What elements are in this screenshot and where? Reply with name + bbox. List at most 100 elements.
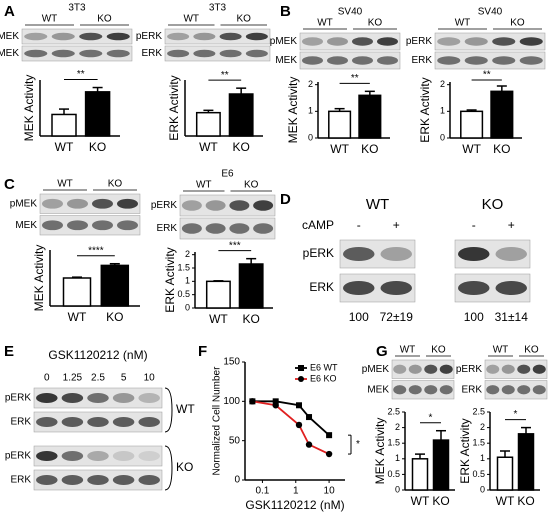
row-label: MEK — [367, 384, 389, 395]
blot-band — [138, 451, 160, 461]
bar — [238, 263, 264, 309]
lane-label: WT — [455, 18, 471, 29]
blot-band — [36, 393, 58, 403]
row-label: pERK — [5, 393, 31, 404]
blot-band — [437, 37, 461, 46]
y-axis-label: ERK Activity — [163, 247, 177, 312]
x-tick-label: 1 — [293, 486, 299, 497]
lane-label: KO — [368, 18, 383, 29]
y-axis-label: MEK Activity — [373, 418, 387, 485]
blot-band — [138, 393, 160, 403]
bar — [62, 277, 92, 307]
blot-band — [492, 56, 516, 65]
blot-band — [245, 49, 268, 58]
blot-band — [501, 364, 515, 374]
marker — [295, 402, 302, 409]
blot-band — [51, 32, 75, 41]
bar — [432, 439, 450, 491]
blot-band — [61, 475, 84, 485]
y-tick-label: 2 — [480, 422, 485, 432]
blot-band — [112, 475, 135, 485]
blot-band — [219, 49, 242, 58]
blot-band — [253, 223, 274, 234]
x-tick-label: WT — [496, 494, 515, 508]
blot-band — [36, 451, 58, 461]
marker — [326, 432, 333, 439]
blot-band — [117, 198, 138, 209]
row-label: MEK — [275, 55, 297, 66]
blot-band — [377, 56, 398, 65]
blot-band — [36, 417, 58, 427]
blot-title: 3T3 — [209, 3, 227, 14]
blot-band — [112, 451, 135, 461]
x-tick-label: WT — [209, 312, 228, 326]
blot-band — [517, 385, 531, 395]
bar — [496, 456, 514, 491]
blot-strip — [164, 45, 271, 62]
x-tick-label: WT — [199, 140, 218, 154]
y-tick-label: 1 — [395, 453, 400, 463]
bar — [51, 113, 77, 137]
blot-band — [393, 364, 407, 374]
y-tick-label: 50 — [229, 435, 241, 446]
blot-band — [352, 56, 373, 65]
blot-strip — [179, 194, 276, 217]
row-label: pERK — [303, 246, 334, 260]
blot-title: E6 — [221, 169, 234, 180]
y-tick-label: 1 — [480, 453, 485, 463]
y-axis-label: ERK Activity — [458, 418, 472, 483]
bar — [195, 111, 221, 137]
x-tick-label: WT — [55, 140, 74, 154]
blot-band — [24, 32, 48, 41]
marker — [305, 441, 313, 448]
blot-band — [519, 56, 543, 65]
group-label: WT — [176, 402, 195, 416]
y-tick-label: 100 — [223, 396, 240, 407]
lane-label: KO — [431, 345, 446, 356]
blot-band — [486, 364, 500, 374]
blot-band — [439, 364, 453, 374]
row-label: MEK — [15, 220, 37, 231]
blot-strip — [299, 32, 401, 51]
blot-band — [343, 281, 375, 295]
x-tick-label: WT — [330, 142, 349, 156]
lane-label: WT — [183, 14, 199, 25]
y-tick-label: 1.5 — [177, 262, 190, 272]
blot-band — [106, 32, 130, 41]
blot-band — [424, 385, 438, 395]
dose-label: 0 — [44, 373, 50, 384]
y-tick-label: 2 — [440, 79, 445, 89]
x-tick-label: WT — [68, 310, 87, 324]
blot-band — [79, 49, 103, 58]
lane-label: WT — [42, 14, 58, 25]
treatment-label: cAMP — [302, 218, 334, 232]
marker — [295, 421, 303, 429]
y-tick-label: 0.5 — [177, 289, 190, 299]
y-tick-label: 2.5 — [387, 406, 400, 416]
blot-band — [302, 37, 323, 46]
legend-label: E6 KO — [310, 373, 337, 383]
blot-band — [87, 475, 109, 485]
y-tick-label: 1 — [185, 276, 190, 286]
y-tick-label: 0 — [480, 484, 485, 494]
blot-band — [343, 247, 375, 261]
x-tick-label: WT — [462, 142, 481, 156]
blot-band — [67, 220, 88, 231]
blot-band — [67, 198, 88, 209]
marker — [325, 450, 333, 458]
y-tick-label: 0.5 — [472, 469, 485, 479]
blot-title: SV40 — [478, 7, 503, 18]
group-label: WT — [366, 196, 389, 213]
y-tick-label: 2 — [185, 249, 190, 259]
blot-band — [532, 364, 546, 374]
row-label: ERK — [309, 280, 334, 294]
treatment-sign: - — [472, 218, 476, 232]
treatment-sign: + — [393, 218, 400, 232]
y-tick-label: 150 — [223, 357, 240, 368]
blot-strip — [39, 193, 141, 214]
row-label: pMEK — [270, 36, 298, 47]
blot-band — [380, 247, 412, 261]
blot-band — [519, 37, 543, 46]
blot-band — [219, 32, 242, 41]
